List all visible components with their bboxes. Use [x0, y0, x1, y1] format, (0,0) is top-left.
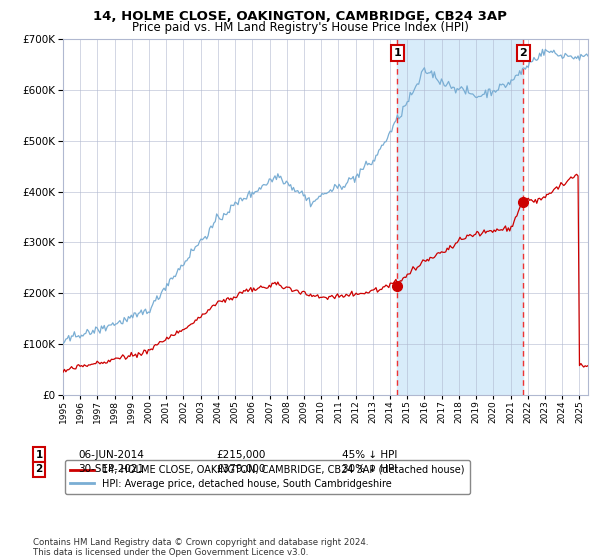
Text: 1: 1	[35, 450, 43, 460]
Text: 30-SEP-2021: 30-SEP-2021	[78, 464, 144, 474]
Text: 30% ↓ HPI: 30% ↓ HPI	[342, 464, 397, 474]
Text: Contains HM Land Registry data © Crown copyright and database right 2024.
This d: Contains HM Land Registry data © Crown c…	[33, 538, 368, 557]
Bar	[397, 39, 523, 395]
Text: £379,000: £379,000	[216, 464, 265, 474]
Text: 14, HOLME CLOSE, OAKINGTON, CAMBRIDGE, CB24 3AP: 14, HOLME CLOSE, OAKINGTON, CAMBRIDGE, C…	[93, 10, 507, 23]
Text: 45% ↓ HPI: 45% ↓ HPI	[342, 450, 397, 460]
Text: 2: 2	[35, 464, 43, 474]
Text: 2: 2	[520, 48, 527, 58]
Text: 1: 1	[394, 48, 401, 58]
Legend: 14, HOLME CLOSE, OAKINGTON, CAMBRIDGE, CB24 3AP (detached house), HPI: Average p: 14, HOLME CLOSE, OAKINGTON, CAMBRIDGE, C…	[65, 460, 470, 494]
Text: 06-JUN-2014: 06-JUN-2014	[78, 450, 144, 460]
Text: £215,000: £215,000	[216, 450, 265, 460]
Text: Price paid vs. HM Land Registry's House Price Index (HPI): Price paid vs. HM Land Registry's House …	[131, 21, 469, 34]
